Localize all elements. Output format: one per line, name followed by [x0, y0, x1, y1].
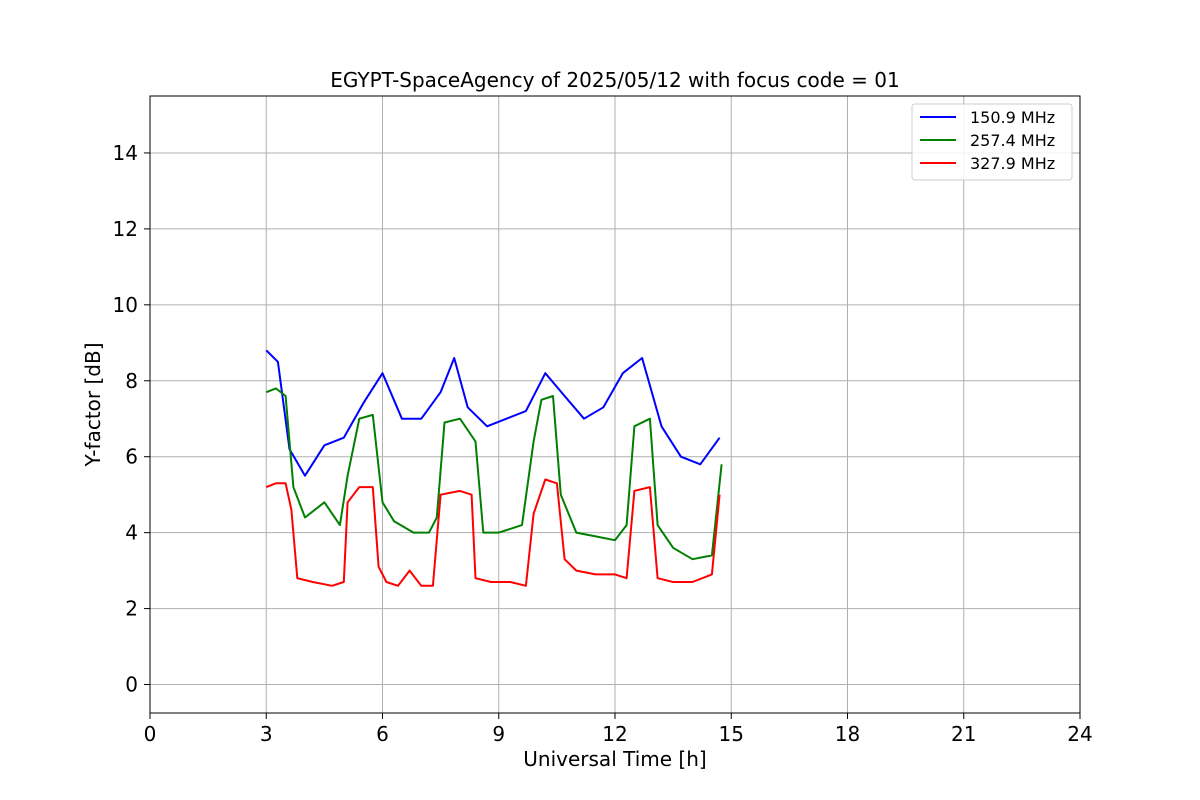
y-tick-label: 0 [125, 673, 138, 697]
legend-entry-label: 150.9 MHz [970, 108, 1055, 127]
x-tick-label: 0 [144, 722, 157, 746]
legend-entry-label: 257.4 MHz [970, 131, 1055, 150]
x-tick-label: 18 [835, 722, 860, 746]
y-tick-label: 2 [125, 597, 138, 621]
y-tick-label: 10 [113, 293, 138, 317]
x-tick-label: 21 [951, 722, 976, 746]
x-tick-label: 6 [376, 722, 389, 746]
x-tick-label: 15 [719, 722, 744, 746]
series-line-2 [265, 387, 723, 561]
x-tick-label: 12 [602, 722, 627, 746]
legend-box [911, 103, 1073, 181]
y-tick-label: 14 [113, 141, 138, 165]
x-tick-label: 3 [260, 722, 273, 746]
series-line-3 [265, 478, 721, 587]
legend-entry-label: 327.9 MHz [970, 154, 1055, 173]
y-tick-label: 12 [113, 217, 138, 241]
y-tick-label: 8 [125, 369, 138, 393]
y-tick-label: 6 [125, 445, 138, 469]
x-tick-label: 24 [1067, 722, 1092, 746]
series-line-1 [265, 349, 721, 477]
x-tick-label: 9 [492, 722, 505, 746]
y-axis-label: Y-factor [dB] [81, 342, 105, 467]
legend: 150.9 MHz 257.4 MHz 327.9 MHz [911, 103, 1073, 181]
x-axis-label: Universal Time [h] [523, 747, 706, 771]
series-layer [265, 349, 723, 587]
chart-title: EGYPT-SpaceAgency of 2025/05/12 with foc… [330, 68, 899, 92]
y-tick-label: 4 [125, 521, 138, 545]
